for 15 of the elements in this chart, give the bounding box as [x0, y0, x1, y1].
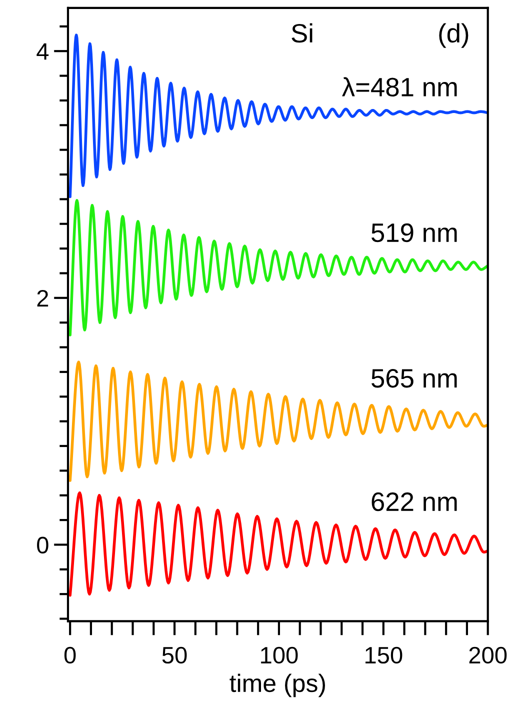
x-tick-label: 200	[469, 646, 507, 664]
series-label: λ=481 nm	[342, 77, 457, 96]
series-label: 622 nm	[372, 492, 457, 512]
annotation: Si	[292, 23, 312, 43]
y-tick-label: 2	[37, 290, 48, 306]
annotation: (d)	[439, 23, 468, 48]
x-axis-title: time (ps)	[230, 674, 325, 698]
series-label: 565 nm	[372, 369, 457, 388]
y-tick-label: 0	[37, 536, 48, 554]
x-tick-label: 0	[64, 646, 76, 664]
x-tick-label: 100	[261, 646, 298, 664]
x-tick-label: 50	[162, 646, 187, 664]
x-tick-label: 150	[366, 646, 402, 664]
y-tick-label: 4	[36, 43, 49, 60]
series-label: 519 nm	[372, 223, 457, 242]
